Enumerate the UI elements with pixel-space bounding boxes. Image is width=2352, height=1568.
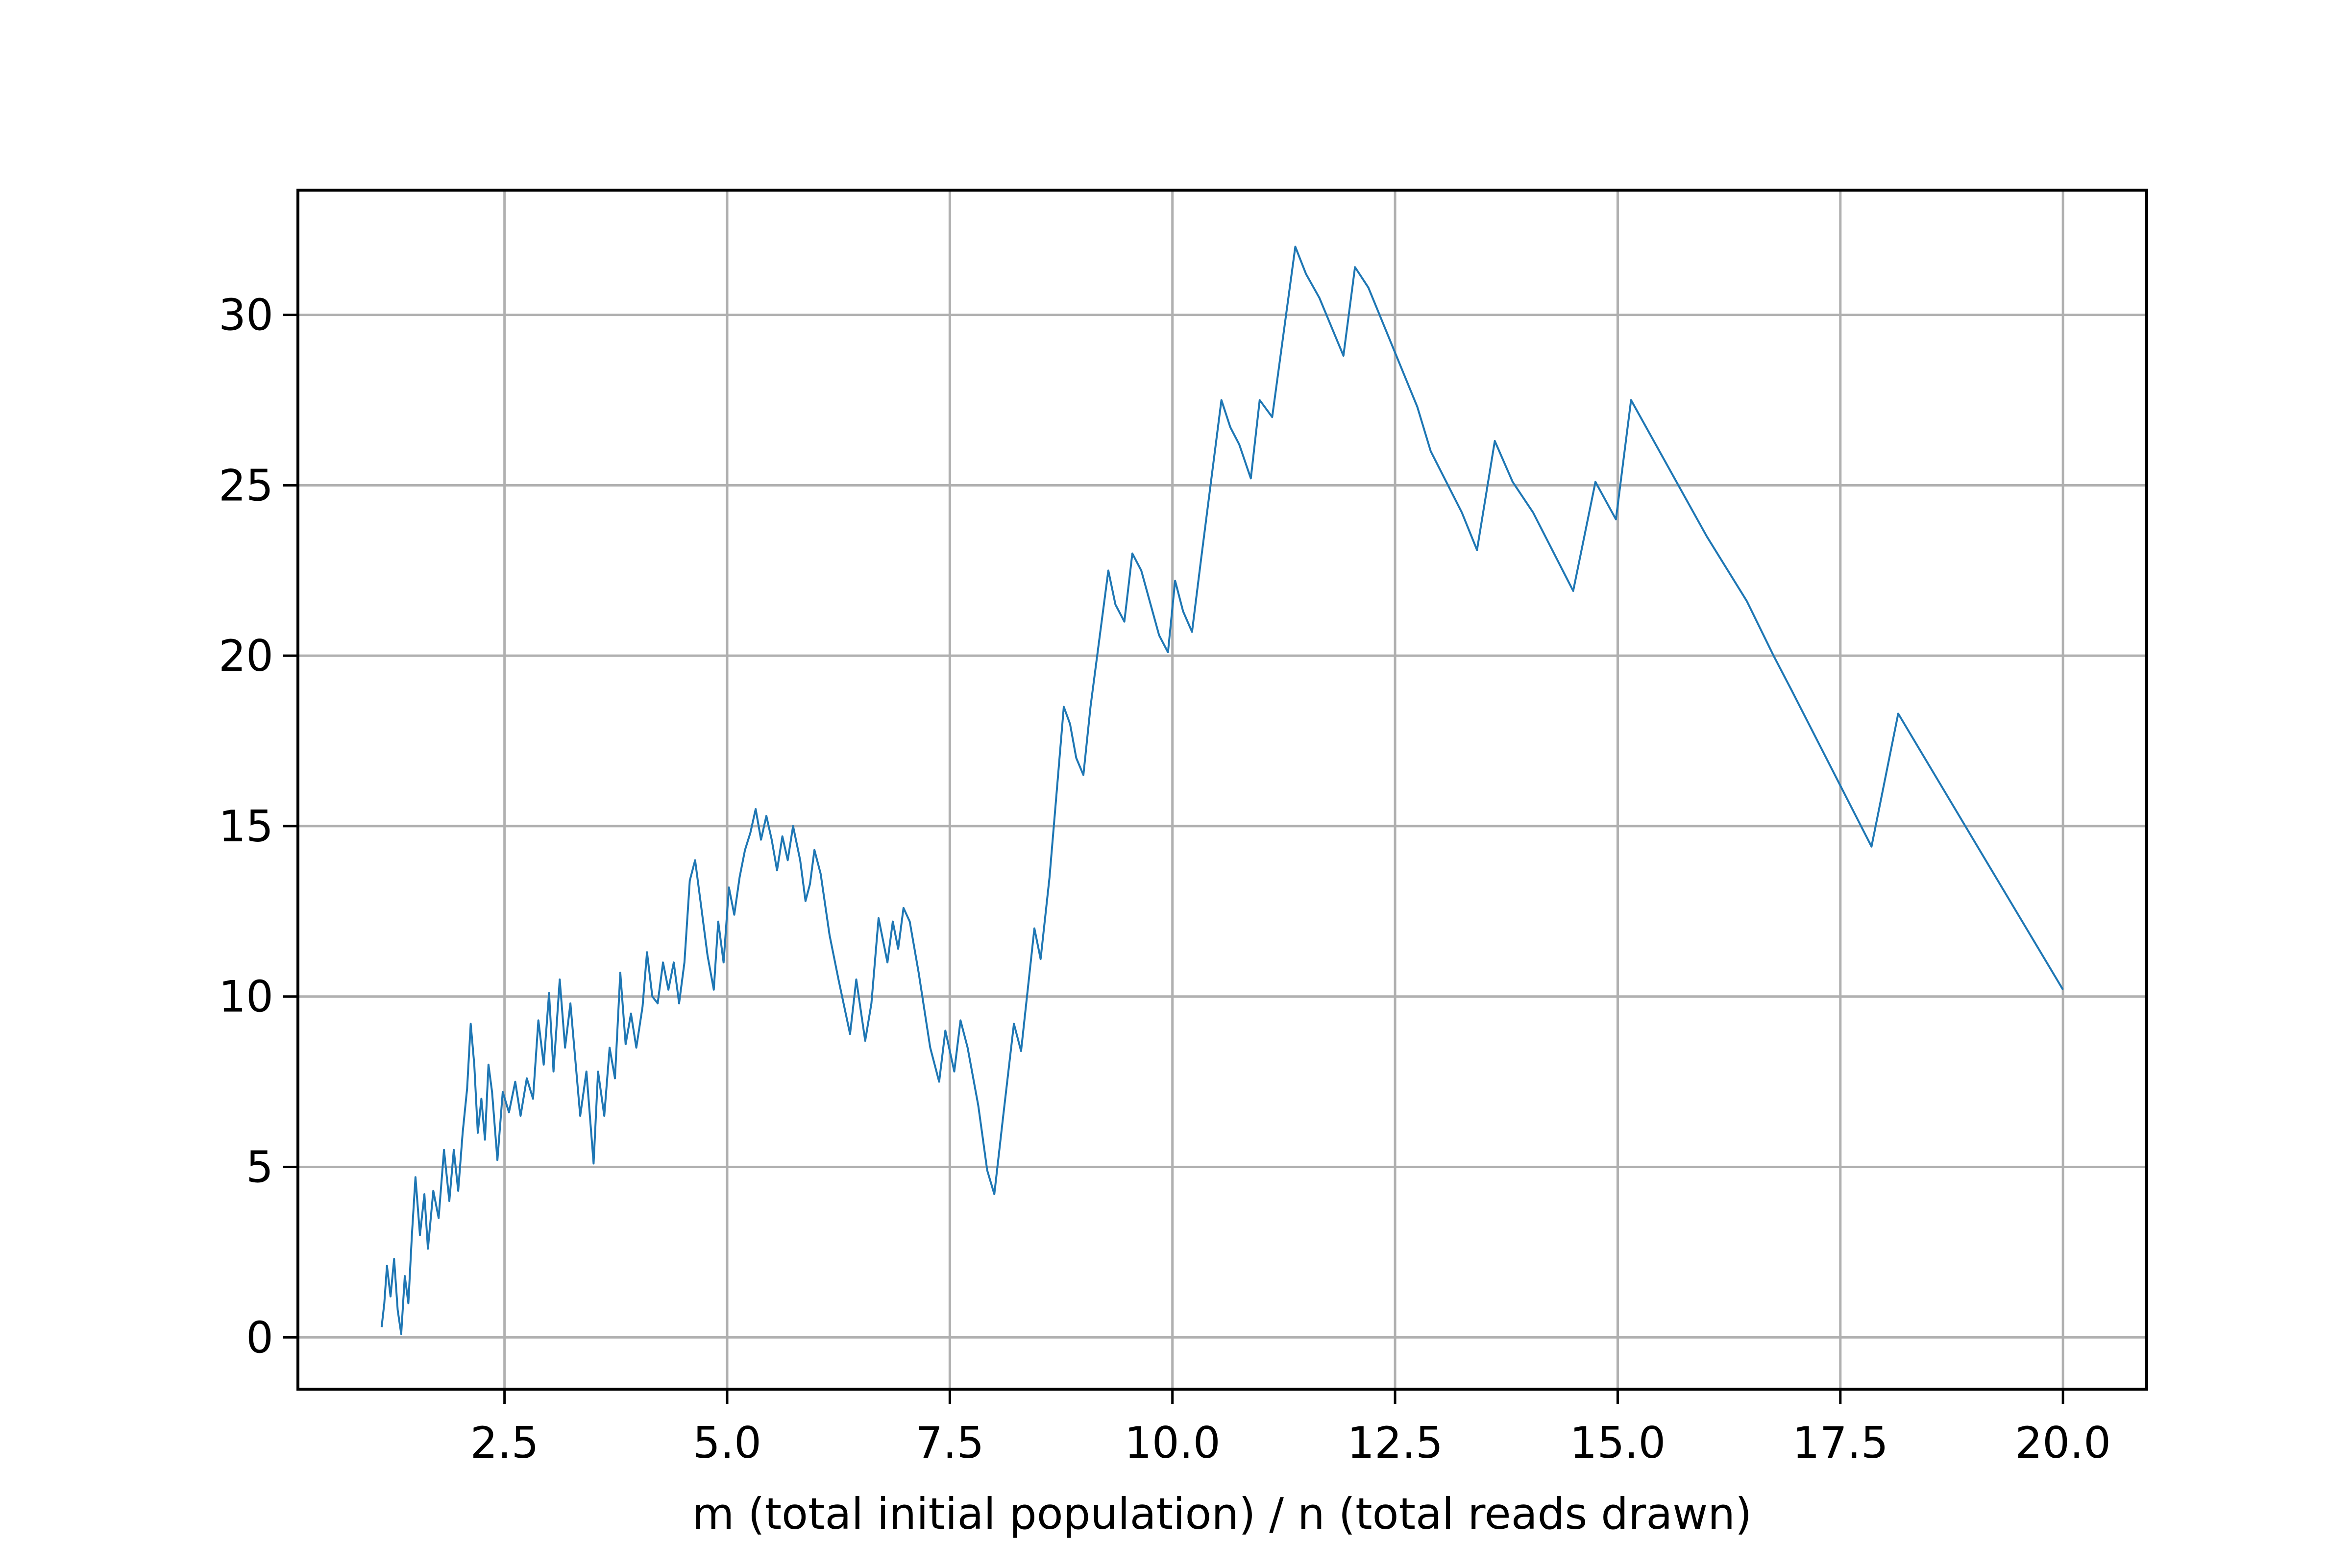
y-tick-label: 0 <box>246 1312 273 1363</box>
y-tick-label: 30 <box>219 290 273 341</box>
x-tick-label: 5.0 <box>693 1418 761 1468</box>
x-tick-label: 20.0 <box>2015 1418 2111 1468</box>
y-tick-label: 20 <box>219 631 273 681</box>
y-tick-label: 10 <box>219 972 273 1022</box>
x-tick-label: 2.5 <box>470 1418 539 1468</box>
x-tick-label: 7.5 <box>915 1418 984 1468</box>
x-tick-label: 15.0 <box>1569 1418 1666 1468</box>
plot-frame <box>296 189 2148 1391</box>
y-tick-label: 15 <box>219 801 273 852</box>
x-axis-label: m (total initial population) / n (total … <box>692 1489 1752 1539</box>
y-tick-label: 5 <box>246 1142 273 1192</box>
x-tick-label: 10.0 <box>1125 1418 1221 1468</box>
x-tick-label: 12.5 <box>1347 1418 1443 1468</box>
x-tick-label: 17.5 <box>1792 1418 1888 1468</box>
y-tick-label: 25 <box>219 460 273 511</box>
data-line <box>380 245 2064 1335</box>
